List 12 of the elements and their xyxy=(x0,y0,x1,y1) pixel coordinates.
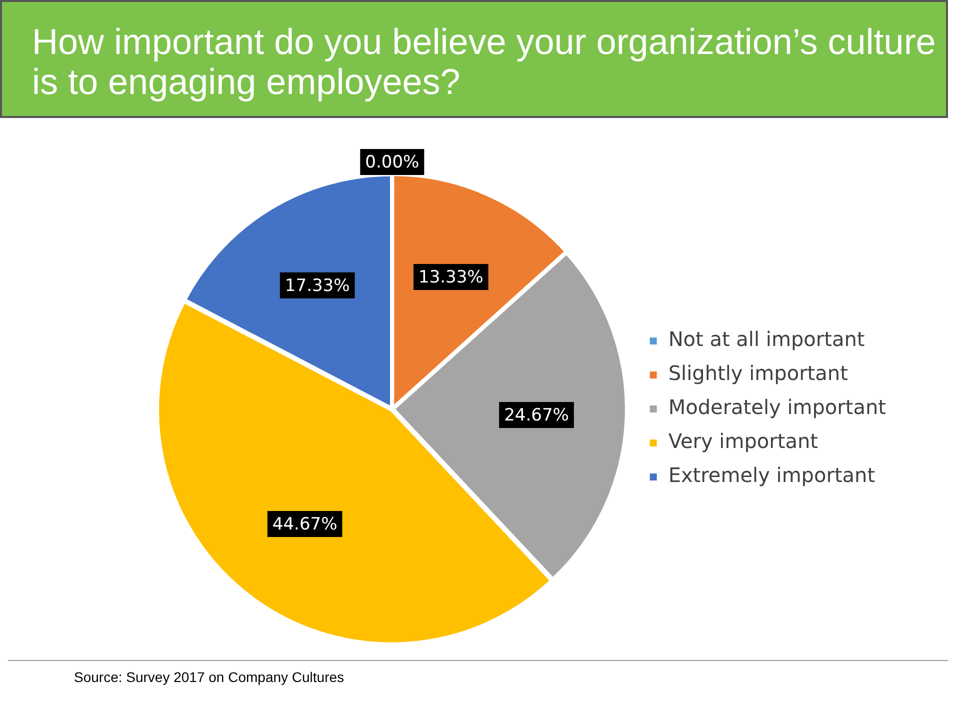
data-label: 44.67% xyxy=(272,514,338,534)
legend-label: Slightly important xyxy=(668,361,848,386)
data-label: 24.67% xyxy=(504,405,569,426)
legend-label: Very important xyxy=(668,429,818,454)
legend-label: Moderately important xyxy=(668,395,886,420)
source-note: Source: Survey 2017 on Company Cultures xyxy=(8,660,948,685)
chart-title: How important do you believe your organization’s culture is to engaging employees? xyxy=(0,0,948,118)
legend-label: Extremely important xyxy=(668,463,876,488)
text: 0.00% xyxy=(365,152,420,172)
legend-label: Not at all important xyxy=(668,327,865,352)
data-label: 17.33% xyxy=(284,276,350,296)
data-label: 13.33% xyxy=(418,267,484,288)
